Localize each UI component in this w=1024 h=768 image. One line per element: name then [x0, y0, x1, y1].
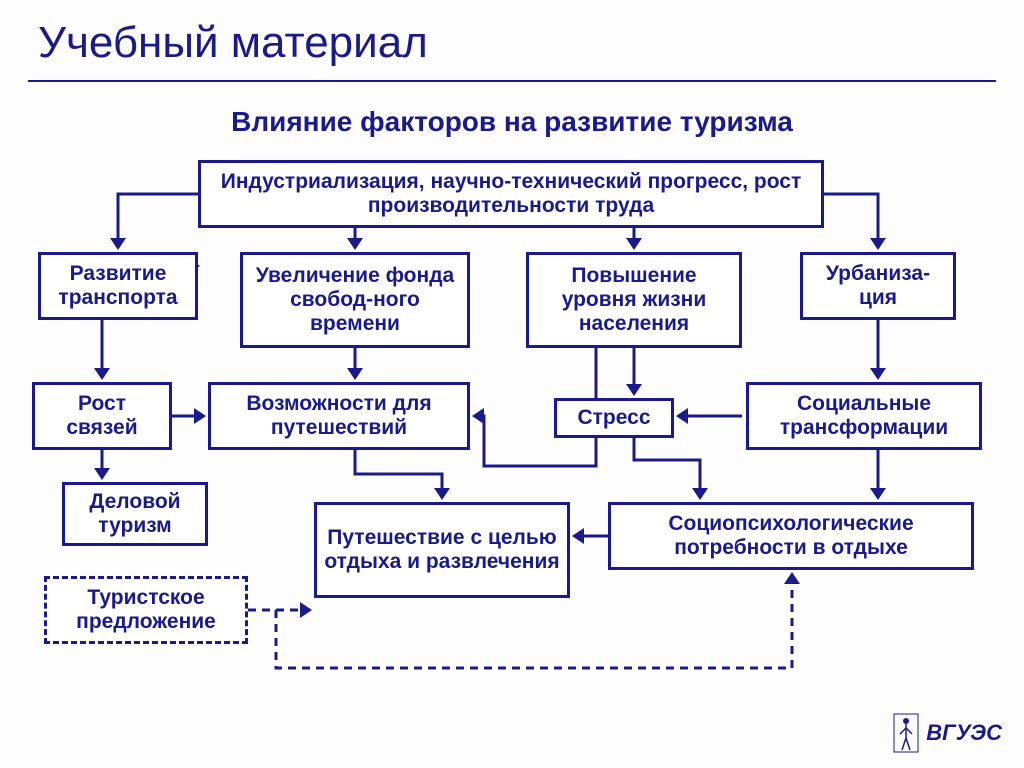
flowchart-node-label: Социальные трансформации: [755, 392, 973, 440]
flowchart-node-n_fund: Увеличение фонда свобод-ного времени: [240, 252, 470, 348]
flowchart-node-n_urban: Урбаниза-ция: [800, 252, 956, 320]
logo: ВГУЭС: [892, 712, 1002, 754]
flowchart-node-label: Развитие транспорта: [47, 262, 189, 310]
logo-text: ВГУЭС: [926, 720, 1002, 746]
flowchart-node-n_social: Социальные трансформации: [746, 382, 982, 450]
flowchart-node-n_level: Повышение уровня жизни населения: [526, 252, 742, 348]
flowchart-node-label: Рост связей: [41, 392, 163, 440]
flowchart-node-n_top: Индустриализация, научно-технический про…: [198, 160, 824, 228]
page-subtitle: Влияние факторов на развитие туризма: [0, 106, 1024, 138]
flowchart-node-label: Повышение уровня жизни населения: [535, 264, 733, 336]
flowchart-node-n_opp: Возможности для путешествий: [208, 382, 470, 450]
flowchart-node-n_stress: Стресс: [554, 398, 674, 438]
flowchart-diagram: Индустриализация, научно-технический про…: [0, 150, 1024, 710]
flowchart-node-label: Стресс: [577, 406, 650, 430]
flowchart-node-n_growth: Рост связей: [32, 382, 172, 450]
flowchart-node-n_biz: Деловой туризм: [62, 482, 208, 546]
flowchart-node-label: Увеличение фонда свобод-ного времени: [249, 264, 461, 336]
flowchart-node-label: Деловой туризм: [71, 490, 199, 538]
flowchart-node-n_travel: Путешествие с целью отдыха и развлечения: [314, 502, 570, 598]
logo-icon: [892, 712, 920, 754]
flowchart-node-label: Урбаниза-ция: [809, 262, 947, 310]
page-heading: Учебный материал: [38, 18, 428, 68]
flowchart-node-label: Туристское предложение: [53, 586, 239, 634]
flowchart-node-n_trans: Развитие транспорта: [38, 252, 198, 320]
flowchart-node-label: Социопсихологические потребности в отдых…: [617, 512, 965, 560]
flowchart-node-label: Индустриализация, научно-технический про…: [207, 170, 815, 218]
flowchart-node-label: Путешествие с целью отдыха и развлечения: [323, 526, 561, 574]
flowchart-node-label: Возможности для путешествий: [217, 392, 461, 440]
flowchart-node-n_offer: Туристское предложение: [44, 576, 248, 644]
flowchart-node-n_socio: Социопсихологические потребности в отдых…: [608, 502, 974, 570]
heading-underline: [28, 80, 996, 82]
